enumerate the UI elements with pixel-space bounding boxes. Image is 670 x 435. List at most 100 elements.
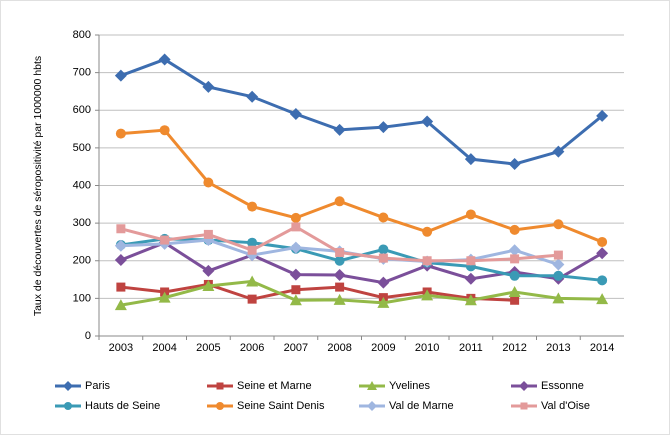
series-line [120, 282, 515, 302]
marker [333, 269, 346, 282]
marker [334, 255, 345, 266]
marker [333, 293, 346, 305]
marker [464, 153, 477, 166]
marker [377, 276, 390, 289]
marker [553, 219, 564, 230]
marker [158, 53, 171, 66]
x-tick-label: 2004 [152, 342, 176, 354]
marker [509, 270, 520, 281]
x-tick-label: 2013 [546, 342, 570, 354]
series-line [120, 279, 603, 307]
marker [465, 209, 476, 220]
y-axis-label: Taux de découvertes de séropositivité pa… [32, 56, 44, 316]
marker [520, 402, 528, 410]
x-tick-label: 2014 [590, 342, 614, 354]
marker [158, 291, 171, 303]
legend-label: Essonne [541, 380, 584, 392]
y-tick-label: 0 [85, 330, 91, 342]
marker [464, 272, 477, 285]
marker [203, 177, 214, 188]
marker [422, 226, 433, 237]
x-tick-label: 2003 [109, 342, 133, 354]
x-tick-label: 2012 [502, 342, 526, 354]
marker [334, 196, 345, 207]
marker [378, 244, 389, 255]
marker [116, 224, 126, 234]
y-tick-label: 400 [73, 179, 91, 191]
marker [289, 294, 302, 306]
marker [247, 201, 258, 212]
marker [597, 236, 608, 247]
marker [552, 145, 565, 158]
marker [216, 402, 224, 410]
marker [377, 121, 390, 134]
marker [291, 222, 301, 232]
marker [160, 235, 170, 245]
marker [335, 247, 345, 257]
legend-label: Val d'Oise [541, 400, 590, 412]
marker [246, 275, 259, 287]
marker [553, 250, 563, 260]
marker [291, 285, 301, 295]
marker [114, 299, 127, 311]
marker [247, 237, 258, 248]
x-tick-label: 2007 [284, 342, 308, 354]
legend-label: Seine Saint Denis [237, 400, 325, 412]
x-tick-label: 2005 [196, 342, 220, 354]
y-tick-label: 800 [73, 29, 91, 41]
marker [367, 381, 377, 390]
y-tick-label: 200 [73, 255, 91, 267]
marker [466, 256, 476, 266]
x-tick-label: 2009 [371, 342, 395, 354]
y-tick-label: 500 [73, 142, 91, 154]
marker [552, 258, 565, 271]
marker [114, 239, 127, 252]
legend-label: Paris [85, 380, 111, 392]
marker [597, 275, 608, 286]
marker [159, 125, 170, 136]
marker [114, 253, 127, 266]
marker [519, 381, 529, 391]
marker [508, 285, 521, 297]
marker [290, 212, 301, 223]
y-tick-label: 600 [73, 104, 91, 116]
marker [114, 69, 127, 82]
x-tick-label: 2008 [327, 342, 351, 354]
marker [421, 289, 434, 301]
marker [378, 212, 389, 223]
marker [63, 381, 73, 391]
marker [247, 245, 257, 255]
marker [289, 241, 302, 254]
marker [508, 244, 521, 257]
marker [289, 268, 302, 281]
marker [421, 115, 434, 128]
marker [64, 402, 72, 410]
series-line [120, 57, 604, 166]
marker [464, 294, 477, 306]
marker [509, 224, 520, 235]
legend-label: Yvelines [389, 380, 430, 392]
marker [510, 295, 520, 305]
marker [510, 254, 520, 264]
marker [203, 229, 213, 239]
marker [333, 123, 346, 136]
marker [115, 128, 126, 139]
x-tick-label: 2010 [415, 342, 439, 354]
marker [552, 292, 565, 304]
x-tick-label: 2011 [459, 342, 483, 354]
marker [202, 279, 215, 291]
marker [247, 294, 257, 304]
marker [378, 253, 388, 263]
marker [202, 264, 215, 277]
marker [367, 401, 377, 411]
marker [335, 282, 345, 292]
y-tick-label: 100 [73, 292, 91, 304]
legend-label: Hauts de Seine [85, 400, 160, 412]
series-line [120, 241, 603, 285]
marker [596, 109, 609, 122]
series-line [120, 128, 603, 244]
marker [508, 158, 521, 171]
marker [422, 256, 432, 266]
